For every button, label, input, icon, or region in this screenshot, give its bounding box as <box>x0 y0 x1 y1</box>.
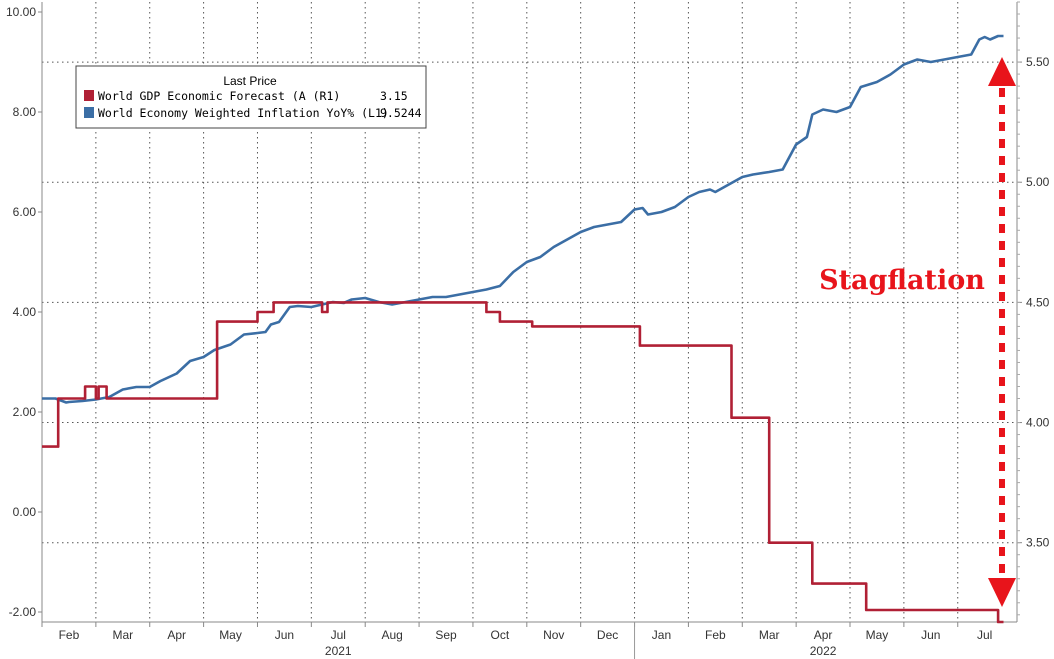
x-tick-label: Jul <box>977 628 992 642</box>
right-tick-label: 5.00 <box>1026 175 1050 189</box>
legend-box <box>75 65 427 129</box>
x-tick-label: Nov <box>543 628 564 642</box>
x-tick-label: Oct <box>491 628 510 642</box>
stagflation-arrow-down <box>988 578 1016 607</box>
x-tick-label: Jul <box>331 628 346 642</box>
left-tick-label: -2.00 <box>9 605 37 619</box>
left-tick-label: 4.00 <box>13 305 37 319</box>
legend-swatch-gdp <box>84 90 94 101</box>
grid-layer <box>41 2 1017 622</box>
x-tick-label: Mar <box>112 628 133 642</box>
stagflation-annotation: Stagflation <box>819 57 1016 607</box>
x-tick-label: Jun <box>275 628 294 642</box>
x-tick-label: May <box>219 628 242 642</box>
x-tick-label: Feb <box>705 628 726 642</box>
right-tick-label: 4.50 <box>1026 295 1050 309</box>
left-tick-label: 6.00 <box>13 205 37 219</box>
legend: Last Price World GDP Economic Forecast (… <box>75 65 427 129</box>
legend-value-gdp: 3.15 <box>380 89 408 103</box>
legend-title: Last Price <box>223 74 277 88</box>
x-tick-label: Jan <box>652 628 671 642</box>
axes-layer: -2.00 0.00 2.00 4.00 6.00 8.00 10.00 3.50 4.00 4.… <box>6 1 1050 659</box>
x-tick-label: Aug <box>381 628 402 642</box>
right-tick-label: 4.00 <box>1026 416 1050 430</box>
left-tick-label: 0.00 <box>13 505 37 519</box>
left-tick-label: 8.00 <box>13 105 37 119</box>
legend-label-inflation: World Economy Weighted Inflation YoY% (L… <box>98 106 389 120</box>
right-tick-label: 5.50 <box>1026 55 1050 69</box>
series-line-inflation <box>42 34 1004 404</box>
legend-swatch-inflation <box>84 107 94 118</box>
right-tick-label: 3.50 <box>1026 536 1050 550</box>
x-tick-label: Apr <box>167 628 186 642</box>
x-tick-label: Feb <box>59 628 80 642</box>
left-tick-label: 10.00 <box>6 5 36 19</box>
year-label: 2022 <box>810 644 837 658</box>
x-tick-label: Mar <box>759 628 780 642</box>
year-label: 2021 <box>325 644 352 658</box>
x-tick-label: Sep <box>435 628 457 642</box>
legend-value-inflation: 9.5244 <box>380 106 422 120</box>
legend-label-gdp: World GDP Economic Forecast (A (R1) <box>98 89 340 103</box>
x-tick-label: Jun <box>921 628 940 642</box>
x-tick-label: May <box>866 628 889 642</box>
left-tick-label: 2.00 <box>13 405 37 419</box>
x-tick-label: Apr <box>814 628 833 642</box>
stagflation-label: Stagflation <box>819 265 985 296</box>
x-tick-label: Dec <box>597 628 618 642</box>
series-line-gdp <box>42 301 1004 624</box>
series-layer <box>42 34 1004 624</box>
stagflation-arrow-up <box>988 57 1016 86</box>
